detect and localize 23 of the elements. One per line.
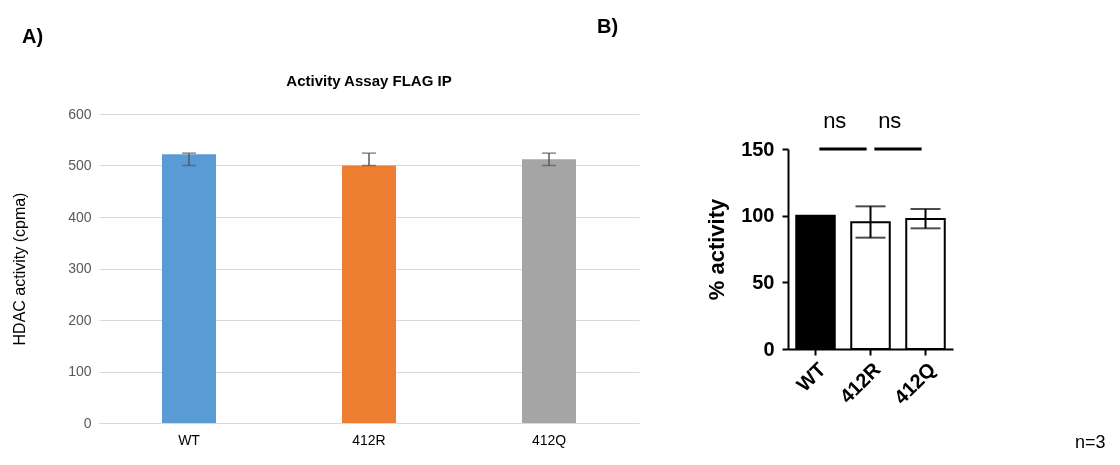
- y-tick-label: 500: [68, 157, 92, 173]
- text: ns: [878, 108, 902, 133]
- x-tick-label: 412Q: [531, 431, 567, 448]
- y-tick-label: 50: [752, 270, 775, 293]
- text: n=3: [1075, 432, 1106, 453]
- y-axis-title: % activity: [704, 197, 730, 301]
- y-tick-label: 300: [68, 260, 92, 276]
- y-tick-label: 200: [68, 311, 92, 328]
- y-tick-label: 100: [741, 204, 775, 227]
- y-tick-label: 100: [68, 363, 92, 379]
- text: A): [22, 25, 44, 48]
- x-tick-label: WT: [792, 358, 830, 396]
- chart-title: Activity Assay FLAG IP: [286, 72, 452, 89]
- text: ns: [823, 108, 847, 133]
- y-tick-label: 400: [68, 208, 92, 225]
- y-tick-label: 0: [83, 414, 92, 431]
- x-tick-label: WT: [178, 431, 201, 448]
- y-tick-label: 150: [741, 137, 775, 160]
- y-tick-label: 0: [763, 337, 775, 360]
- x-tick-label: 412R: [352, 431, 386, 448]
- y-axis-title: HDAC activity (cpma): [11, 192, 29, 346]
- text: B): [597, 15, 619, 38]
- y-tick-label: 600: [68, 105, 92, 122]
